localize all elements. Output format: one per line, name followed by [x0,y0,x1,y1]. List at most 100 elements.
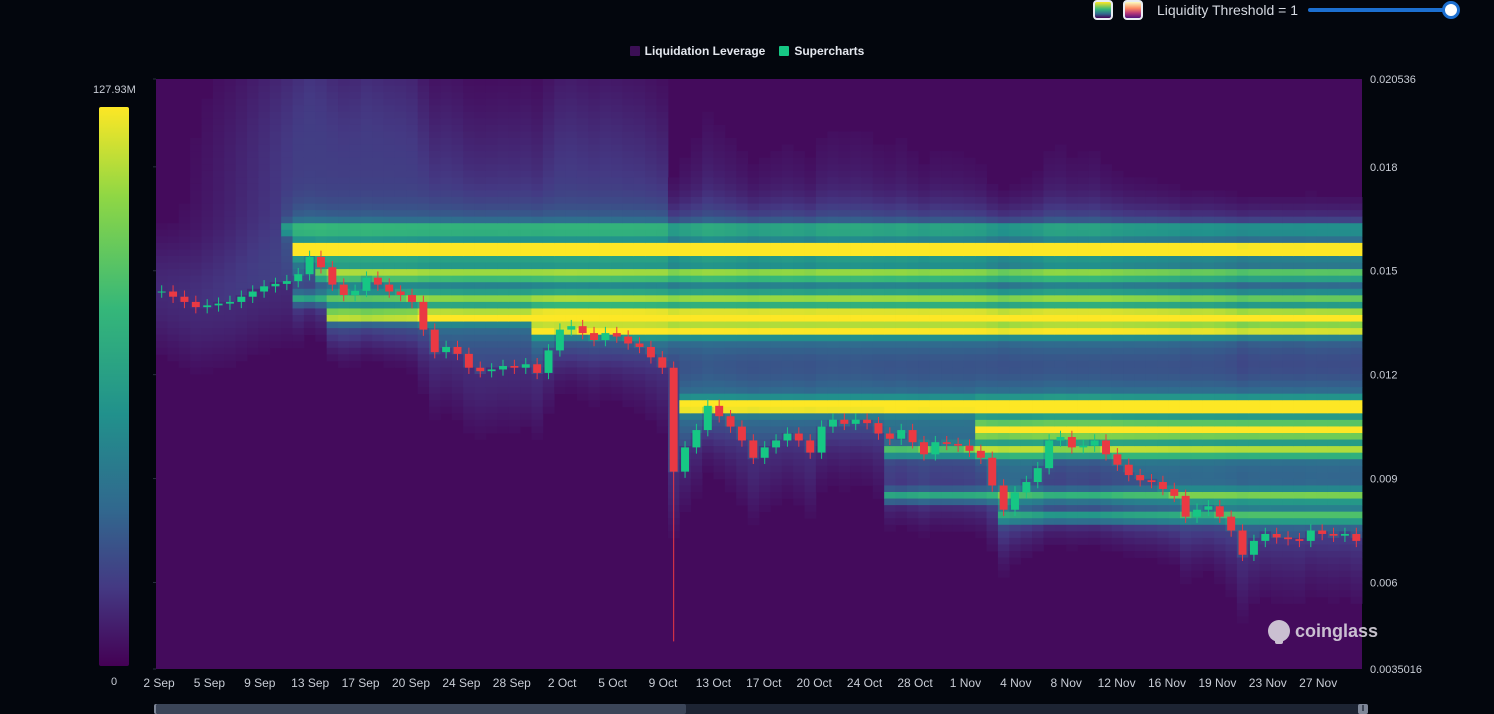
heatmap-cell [531,105,544,113]
heatmap-cell [997,537,1010,545]
heatmap-cell [645,197,658,204]
heatmap-cell [474,124,487,132]
heatmap-cell [963,295,976,303]
heatmap-cell [611,144,623,152]
heatmap-cell [531,190,544,198]
heatmap-cell [1032,419,1044,427]
viridis-palette-swatch[interactable] [1093,0,1113,20]
heatmap-cell [1214,367,1226,375]
heatmap-cell [1236,419,1249,427]
heatmap-cell [1054,367,1067,375]
heatmap-cell [235,223,248,231]
heatmap-cell [645,387,658,395]
heatmap-cell [565,92,578,100]
heatmap-cell [1123,360,1135,368]
heatmap-cell [713,269,726,277]
heatmap-cell [793,236,805,244]
legend-item-liquidation-leverage[interactable]: Liquidation Leverage [629,44,765,58]
heatmap-cell [599,177,612,185]
heatmap-cell [759,387,771,395]
liquidity-threshold-slider[interactable] [1308,1,1460,19]
heatmap-cell [793,210,805,218]
heatmap-cell [1145,354,1158,362]
heatmap-cell [850,374,862,381]
heatmap-cell [850,190,862,198]
heatmap-cell [485,98,498,106]
heatmap-cell [667,347,680,355]
heatmap-cell [781,347,794,355]
heatmap-cell [986,367,999,375]
heatmap-cell [679,387,692,395]
heatmap-cell [872,203,885,211]
magma-palette-swatch[interactable] [1123,0,1143,20]
heatmap-cell [952,459,965,467]
heatmap-cell [713,249,726,257]
heatmap-cell [599,262,612,270]
heatmap-cell [929,406,942,414]
heatmap-cell [918,360,931,368]
heatmap-cell [326,131,339,139]
heatmap-cell [599,380,612,388]
heatmap-cell [815,328,828,336]
heatmap-cell [1066,524,1078,532]
heatmap-cell [838,256,851,263]
heatmap-cell [895,367,908,375]
heatmap-cell [1248,295,1261,303]
heatmap-cell [1145,380,1158,388]
heatmap-cell [713,131,726,139]
heatmap-cell [986,183,999,191]
heatmap-cell [599,360,612,368]
heatmap-cell [656,400,669,408]
heatmap-cell [1043,419,1056,427]
heatmap-cell [281,183,293,191]
heatmap-cell [1066,249,1078,257]
heatmap-cell [861,439,874,447]
heatmap-cell [1077,295,1090,303]
heatmap-cell [838,406,851,414]
heatmap-cell [679,341,692,349]
heatmap-cell [645,334,658,342]
heatmap-cell [1225,433,1238,440]
heatmap-cell [429,360,441,368]
legend-item-supercharts[interactable]: Supercharts [779,44,864,58]
heatmap-cell [394,315,407,322]
heatmap-cell [576,85,589,93]
heatmap-cell [1100,170,1113,178]
heatmap-cell [1009,216,1022,224]
heatmap-cell [884,164,896,172]
heatmap-cell [1100,347,1113,355]
heatmap-cell [952,367,965,375]
heatmap-cell [554,308,566,316]
heatmap-cell [235,334,248,342]
heatmap-cell [645,229,658,237]
heatmap-cell [315,177,328,185]
heatmap-cell [747,282,760,290]
heatmap-cell [1100,242,1113,250]
heatmap-cell [770,459,783,467]
heatmap-cell [815,164,828,172]
heatmap-cell [497,85,510,93]
heatmap-cell [235,124,248,132]
heatmap-cell [315,92,328,100]
heatmap-cell [861,157,874,165]
heatmap-cell [360,354,373,362]
heatmap-cell [1088,511,1101,519]
heatmap-cell [520,387,532,395]
heatmap-cell [1020,236,1033,244]
heatmap-cell [212,79,225,86]
heatmap-cell [542,269,555,277]
heatmap-cell [1179,413,1192,421]
heatmap-cell [349,262,362,270]
heatmap-cell [872,367,885,375]
slider-thumb[interactable] [1442,1,1460,19]
heatmap-cell [952,157,965,165]
heatmap-cell [1214,400,1226,408]
heatmap-cell [1020,301,1033,309]
liquidation-heatmap-chart[interactable]: 0.0205360.0180.0150.0120.0090.0060.00350… [0,70,1494,702]
heatmap-cell [713,216,726,224]
heatmap-cell [1032,216,1044,224]
heatmap-cell [1236,354,1249,362]
heatmap-cell [963,308,976,316]
heatmap-cell [645,374,658,381]
heatmap-cell [235,131,248,139]
